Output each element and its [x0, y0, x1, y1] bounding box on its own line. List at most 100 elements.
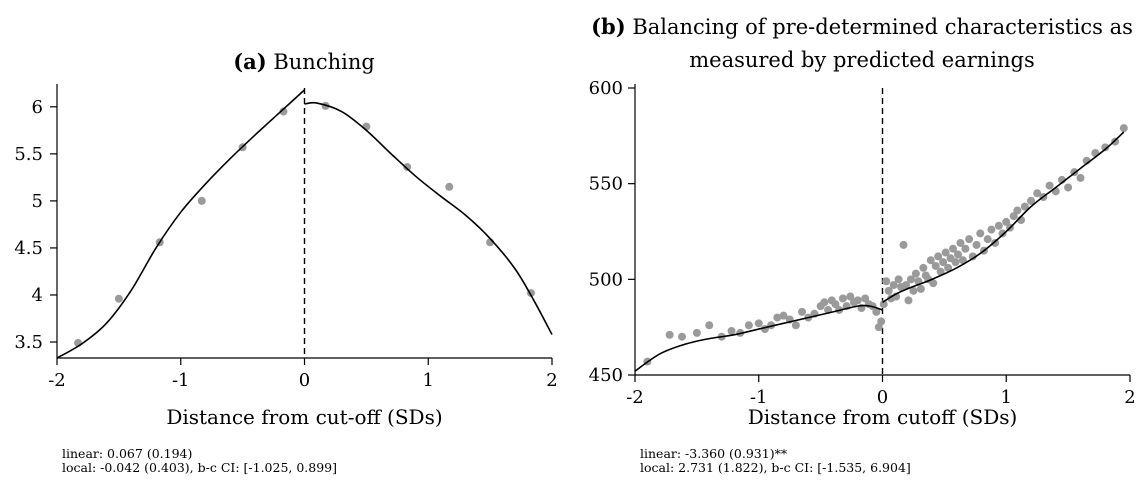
data-point	[1020, 202, 1029, 211]
y-tick-label: 600	[589, 78, 623, 99]
data-point	[936, 267, 945, 276]
data-point	[798, 307, 807, 316]
data-point	[939, 258, 948, 267]
estimate-note: linear: -3.360 (0.931)**	[640, 446, 788, 461]
y-tick-label: 550	[589, 174, 623, 195]
data-point	[1002, 217, 1011, 226]
chart-title-lead: (a)	[233, 49, 266, 74]
data-point	[665, 330, 674, 339]
data-point	[1033, 189, 1042, 198]
x-tick-label: 2	[546, 370, 557, 391]
data-point	[983, 235, 992, 244]
x-axis-label: Distance from cutoff (SDs)	[748, 405, 1018, 429]
data-point	[744, 321, 753, 330]
data-point	[1027, 196, 1035, 205]
y-tick-label: 450	[589, 365, 623, 386]
data-point	[951, 258, 960, 267]
data-point	[934, 252, 943, 261]
estimate-note: linear: 0.067 (0.194)	[62, 446, 192, 461]
data-point	[961, 244, 970, 253]
data-point	[831, 300, 840, 309]
y-tick-label: 4	[32, 285, 43, 306]
fit-line-left	[634, 304, 883, 372]
data-point	[894, 275, 903, 284]
data-point	[904, 296, 913, 305]
data-point	[1076, 173, 1085, 182]
data-point	[941, 248, 950, 257]
data-point	[968, 252, 977, 261]
fit-line-right	[882, 131, 1125, 303]
chart-panel-b: (b) Balancing of pre-determined characte…	[589, 14, 1136, 475]
data-point	[705, 321, 714, 330]
chart-title: (a) Bunching	[233, 49, 375, 74]
x-tick-label: 0	[877, 387, 888, 408]
data-point	[1111, 137, 1120, 146]
data-point	[991, 238, 1000, 247]
data-point	[972, 240, 981, 249]
data-point	[953, 250, 962, 259]
y-tick-label: 3.5	[14, 332, 43, 353]
data-point	[882, 277, 891, 286]
data-point	[754, 319, 763, 328]
data-point	[926, 256, 935, 265]
data-point	[877, 317, 886, 326]
x-tick-label: -1	[750, 387, 768, 408]
x-axis-label: Distance from cut-off (SDs)	[166, 405, 442, 429]
data-point	[998, 229, 1007, 238]
data-point	[884, 286, 893, 295]
data-point	[279, 107, 288, 116]
data-point	[820, 298, 829, 307]
data-point	[779, 311, 788, 320]
data-point	[791, 321, 800, 330]
y-tick-label: 6	[32, 97, 43, 118]
data-point	[1009, 212, 1018, 221]
data-point	[956, 238, 965, 247]
fit-line-right	[304, 101, 553, 335]
data-point	[909, 286, 918, 295]
estimate-note: local: -0.042 (0.403), b-c CI: [-1.025, …	[62, 460, 337, 475]
data-point	[958, 256, 967, 265]
data-point	[1045, 181, 1054, 190]
data-point	[906, 275, 915, 284]
chart-title-lead: (b)	[591, 14, 626, 39]
data-point	[114, 294, 123, 303]
x-tick-label: -2	[626, 387, 644, 408]
x-tick-label: -1	[172, 370, 190, 391]
data-point	[838, 294, 847, 303]
x-tick-label: 2	[1124, 387, 1135, 408]
data-point	[692, 328, 701, 337]
data-point	[197, 196, 206, 205]
data-point	[403, 163, 412, 172]
data-point	[1064, 183, 1073, 192]
data-point	[987, 225, 996, 234]
data-point	[879, 300, 888, 309]
data-point	[916, 284, 925, 293]
data-point	[727, 326, 736, 335]
data-point	[911, 269, 920, 278]
y-tick-label: 5.5	[14, 144, 43, 165]
data-point	[678, 332, 687, 341]
fit-line-left	[56, 89, 306, 359]
data-point	[1101, 143, 1110, 152]
data-point	[929, 279, 938, 288]
data-point	[899, 240, 908, 249]
data-point	[994, 221, 1003, 230]
x-tick-label: 1	[1001, 387, 1012, 408]
chart-title-text: Bunching	[267, 50, 375, 74]
chart-title: (b) Balancing of pre-determined characte…	[591, 14, 1133, 39]
data-point	[445, 182, 454, 191]
chart-subtitle: measured by predicted earnings	[689, 48, 1035, 72]
data-point	[1051, 187, 1060, 196]
data-point	[902, 281, 911, 290]
x-tick-label: -2	[48, 370, 66, 391]
y-tick-label: 5	[32, 191, 43, 212]
y-tick-label: 4.5	[14, 238, 43, 259]
data-point	[861, 294, 870, 303]
data-point	[944, 263, 953, 272]
data-point	[919, 263, 928, 272]
data-point	[889, 281, 898, 290]
data-point	[846, 292, 855, 301]
y-tick-label: 500	[589, 269, 623, 290]
data-point	[976, 229, 985, 238]
x-tick-label: 1	[423, 370, 434, 391]
